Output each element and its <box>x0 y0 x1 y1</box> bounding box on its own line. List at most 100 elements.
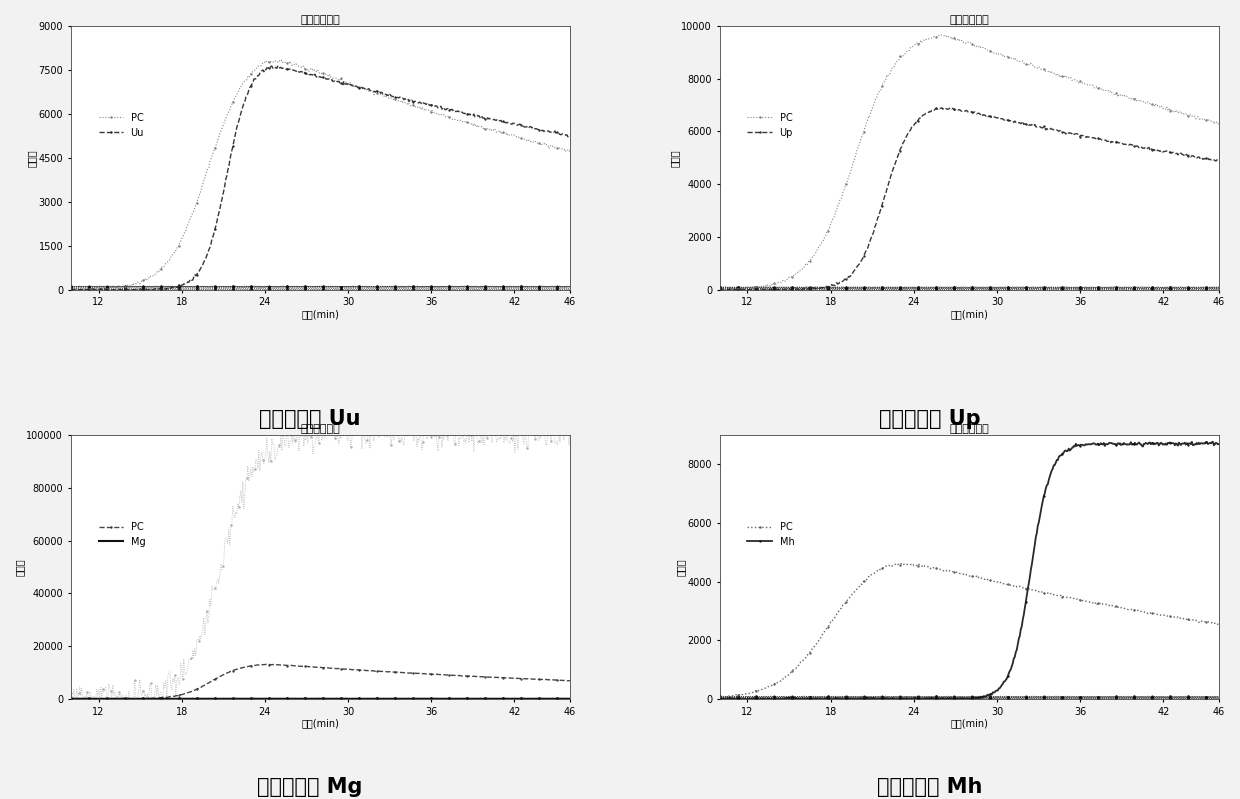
PC <box>553 144 568 153</box>
X-axis label: 时间(min): 时间(min) <box>301 718 340 728</box>
Line: PC: PC <box>69 663 572 701</box>
PC <box>305 65 320 74</box>
PC <box>67 285 82 295</box>
PC <box>932 30 947 40</box>
PC <box>1211 619 1226 629</box>
PC <box>1011 56 1025 66</box>
Mh <box>952 694 967 703</box>
Uu <box>305 70 320 80</box>
PC <box>714 693 729 702</box>
Mh <box>950 694 965 704</box>
PC <box>950 34 965 44</box>
Mg <box>474 694 489 704</box>
Up <box>944 103 959 113</box>
Y-axis label: 荧光值: 荧光值 <box>670 149 680 167</box>
Up <box>955 106 970 116</box>
PC <box>258 659 273 669</box>
Line: Uu: Uu <box>69 65 572 291</box>
Up <box>951 105 966 114</box>
Uu <box>264 62 279 71</box>
PC <box>888 559 903 569</box>
Mg <box>361 694 376 704</box>
PC <box>305 662 320 672</box>
Mg <box>335 694 350 704</box>
PC <box>552 675 567 685</box>
Line: Mh: Mh <box>718 440 1220 701</box>
Up <box>715 285 730 295</box>
X-axis label: 时间(min): 时间(min) <box>950 309 988 319</box>
Uu <box>336 80 351 89</box>
PC <box>362 85 377 95</box>
PC <box>563 146 578 156</box>
Legend: PC, Mh: PC, Mh <box>744 519 797 550</box>
PC <box>1200 114 1215 124</box>
Mh <box>1009 645 1024 654</box>
Uu <box>66 285 81 295</box>
Line: PC: PC <box>69 59 572 291</box>
Mg <box>518 694 533 704</box>
X-axis label: 时间(min): 时间(min) <box>301 309 340 319</box>
Mh <box>1205 437 1220 447</box>
PC <box>985 576 999 586</box>
Legend: PC, Up: PC, Up <box>744 109 796 141</box>
Up <box>1211 157 1226 166</box>
Mh <box>1199 437 1214 447</box>
Legend: PC, Uu: PC, Uu <box>95 109 146 141</box>
Mh <box>1121 439 1136 449</box>
PC <box>475 121 490 131</box>
Up <box>712 285 727 295</box>
Title: 历史荧光曲线: 历史荧光曲线 <box>950 424 990 434</box>
PC <box>274 55 289 65</box>
Up <box>1202 155 1216 165</box>
Mh <box>712 694 727 704</box>
Mg <box>63 694 78 704</box>
PC <box>301 662 316 671</box>
Text: 生殖支原体 Mg: 生殖支原体 Mg <box>258 777 362 797</box>
Line: PC: PC <box>718 562 1220 699</box>
Mg <box>563 694 578 704</box>
Uu <box>303 70 317 80</box>
Text: 微小脲原体 Up: 微小脲原体 Up <box>879 409 981 430</box>
Title: 历史荧光曲线: 历史荧光曲线 <box>300 424 340 434</box>
PC <box>63 694 78 704</box>
PC <box>63 284 78 294</box>
Up <box>1123 140 1138 149</box>
PC <box>712 692 727 702</box>
PC <box>712 285 727 295</box>
Mg <box>305 694 320 704</box>
Text: 解脲脲原体 Uu: 解脲脲原体 Uu <box>259 409 361 430</box>
Title: 历史荧光曲线: 历史荧光曲线 <box>300 15 340 25</box>
PC <box>361 666 376 675</box>
Mg <box>300 694 315 704</box>
Y-axis label: 荧光值: 荧光值 <box>15 559 25 576</box>
PC <box>474 672 489 682</box>
PC <box>1211 119 1226 129</box>
Uu <box>63 284 78 294</box>
Uu <box>475 112 490 121</box>
PC <box>951 569 966 578</box>
PC <box>955 569 970 578</box>
Title: 历史荧光曲线: 历史荧光曲线 <box>950 15 990 25</box>
PC <box>954 36 968 46</box>
PC <box>335 664 350 674</box>
PC <box>983 46 998 55</box>
Uu <box>563 131 578 141</box>
PC <box>1122 94 1137 104</box>
PC <box>336 77 351 86</box>
Uu <box>362 85 377 95</box>
Up <box>1012 118 1027 128</box>
PC <box>1012 582 1027 591</box>
PC <box>303 66 317 75</box>
Mh <box>982 690 997 699</box>
Y-axis label: 荧光值: 荧光值 <box>676 559 686 576</box>
PC <box>1202 618 1216 627</box>
Legend: PC, Mg: PC, Mg <box>95 519 148 550</box>
Line: PC: PC <box>718 34 1220 291</box>
Mh <box>1211 439 1226 449</box>
Mg <box>303 694 317 703</box>
Y-axis label: 荧光值: 荧光值 <box>27 149 37 167</box>
Line: Up: Up <box>718 106 1220 291</box>
X-axis label: 时间(min): 时间(min) <box>950 718 988 728</box>
Text: 人型支原体 Mh: 人型支原体 Mh <box>878 777 982 797</box>
Uu <box>553 129 568 139</box>
